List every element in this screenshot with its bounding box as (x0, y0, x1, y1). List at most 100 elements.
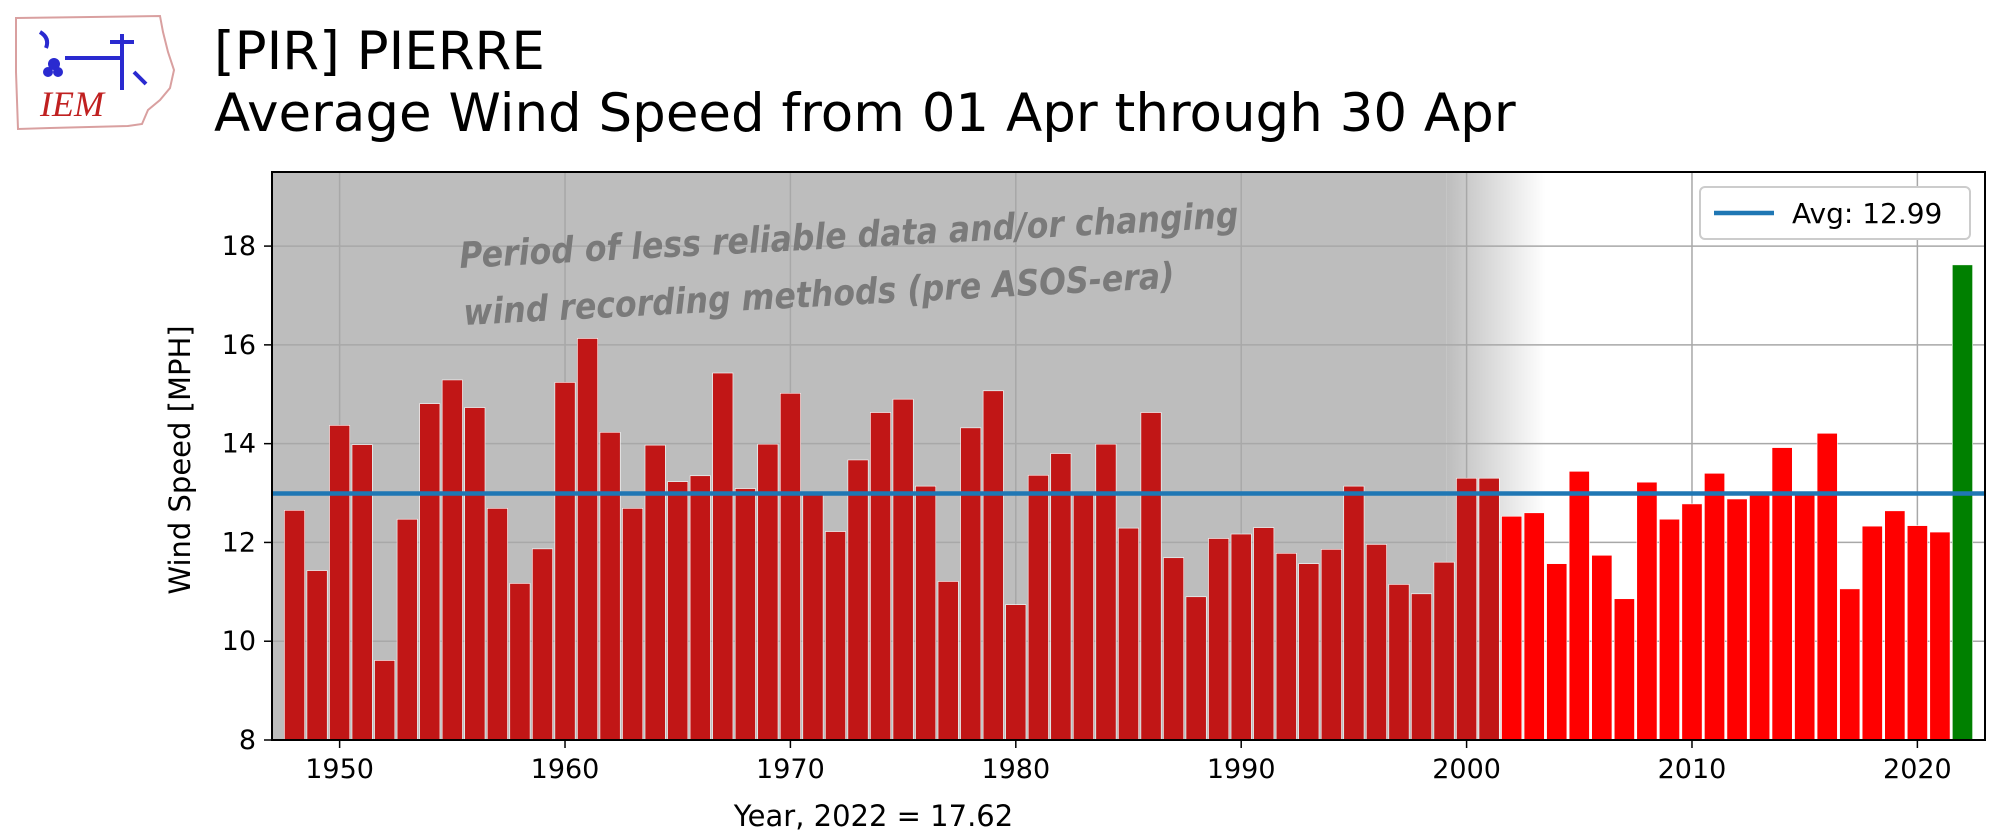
bar-1999 (1433, 561, 1455, 741)
y-tick-label: 10 (222, 626, 256, 657)
bar-1968 (734, 488, 756, 741)
bar-2004 (1546, 563, 1568, 741)
bar-1953 (396, 518, 418, 741)
bar-1960 (554, 382, 576, 741)
bar-1970 (779, 392, 801, 741)
bar-1969 (757, 443, 779, 741)
bar-2011 (1704, 472, 1725, 741)
bar-2003 (1523, 512, 1545, 741)
bar-2012 (1726, 498, 1748, 741)
bar-1955 (441, 379, 463, 741)
bar-2006 (1591, 554, 1613, 741)
bar-1992 (1275, 553, 1297, 741)
y-axis-label: Wind Speed [MPH] (163, 325, 197, 594)
x-tick-label: 2020 (1883, 754, 1952, 785)
x-tick-label: 1970 (756, 754, 825, 785)
bar-2019 (1884, 510, 1906, 741)
bar-1950 (329, 425, 351, 741)
y-tick-label: 16 (222, 330, 256, 361)
bar-1991 (1253, 527, 1275, 741)
bar-1982 (1050, 453, 1072, 741)
bar-1981 (1027, 474, 1049, 741)
x-tick-label: 2010 (1658, 754, 1727, 785)
bar-1963 (622, 508, 644, 741)
bar-2018 (1861, 525, 1883, 741)
x-tick-label: 1960 (531, 754, 600, 785)
y-tick-label: 14 (222, 429, 256, 460)
iowa-outline (15, 14, 176, 131)
bar-1948 (284, 510, 305, 741)
bar-1976 (915, 485, 937, 741)
bar-1964 (644, 444, 666, 741)
y-tick-label: 12 (222, 527, 256, 558)
bar-1979 (982, 390, 1004, 741)
bar-1956 (464, 407, 486, 741)
bar-1951 (351, 444, 373, 741)
logo-text: IEM (39, 84, 106, 124)
bar-2001 (1478, 477, 1500, 741)
bar-1962 (599, 431, 621, 741)
bar-1977 (937, 581, 959, 741)
wind-instrument-icon (38, 30, 148, 90)
plot-frame (271, 171, 1986, 741)
y-tick-label: 8 (239, 725, 256, 756)
bar-1958 (509, 583, 531, 741)
bar-2016 (1816, 432, 1838, 741)
bar-1994 (1320, 549, 1342, 741)
chart-subtitle: Average Wind Speed from 01 Apr through 3… (214, 83, 1516, 144)
bar-1954 (419, 403, 441, 741)
legend-box (1699, 186, 1971, 240)
iem-logo: IEM (10, 12, 180, 132)
legend-avg-label: Avg: 12.99 (1792, 197, 1942, 230)
bar-1983 (1072, 491, 1094, 741)
bar-1967 (712, 372, 734, 741)
bar-1988 (1185, 596, 1207, 741)
bar-2017 (1839, 588, 1861, 741)
x-tick-label: 1980 (981, 754, 1050, 785)
station-title: [PIR] PIERRE (214, 21, 545, 82)
bar-1952 (374, 660, 396, 741)
bar-2020 (1906, 525, 1928, 741)
bar-1997 (1388, 584, 1410, 741)
bar-1959 (532, 548, 553, 741)
bar-2010 (1681, 503, 1703, 741)
bar-2008 (1636, 481, 1658, 741)
bar-1998 (1411, 593, 1432, 741)
bar-1993 (1298, 563, 1320, 741)
bar-1974 (870, 412, 892, 741)
bar-2009 (1659, 518, 1680, 741)
bar-2015 (1794, 493, 1816, 741)
y-tick-label: 18 (222, 231, 256, 262)
bar-2013 (1749, 494, 1771, 741)
bar-1961 (577, 338, 598, 741)
bar-1949 (306, 570, 328, 741)
bar-1995 (1343, 485, 1365, 741)
bar-2021 (1929, 531, 1951, 741)
x-tick-label: 2000 (1432, 754, 1501, 785)
bar-1984 (1095, 443, 1117, 741)
bar-2002 (1501, 515, 1523, 741)
bar-2007 (1613, 598, 1635, 741)
bar-1972 (825, 531, 846, 741)
bar-1996 (1365, 544, 1387, 741)
iem-logo-graphic: IEM (15, 14, 176, 131)
bar-1985 (1118, 527, 1139, 741)
bar-1965 (667, 481, 689, 741)
bar-1957 (486, 508, 508, 741)
bar-1987 (1163, 557, 1185, 741)
bar-1990 (1230, 533, 1252, 741)
bar-2005 (1568, 471, 1590, 741)
bar-1989 (1208, 538, 1230, 741)
bar-1975 (892, 398, 914, 741)
bar-1978 (960, 427, 982, 741)
bar-1973 (847, 459, 869, 741)
bar-1966 (689, 475, 711, 741)
bar-1971 (802, 494, 824, 741)
bar-1980 (1005, 604, 1027, 741)
x-tick-label: 1990 (1207, 754, 1276, 785)
bar-1986 (1140, 412, 1162, 741)
bar-2022 (1952, 264, 1973, 741)
bar-2000 (1456, 477, 1478, 741)
x-tick-label: 1950 (305, 754, 374, 785)
